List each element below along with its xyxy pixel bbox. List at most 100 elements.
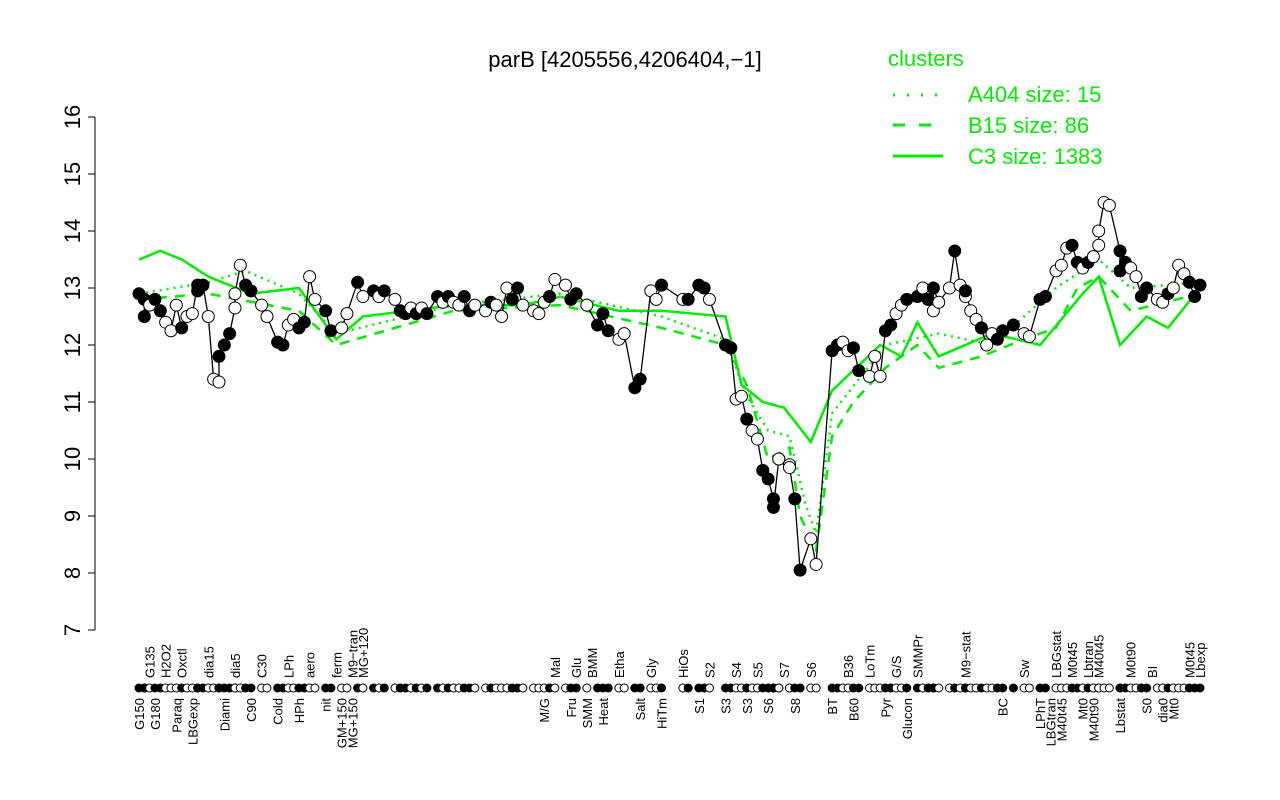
x-label-bottom: LBGtran [1044,698,1059,746]
data-point [681,292,695,306]
x-label-top: M0t45 [1182,642,1197,678]
data-point [1086,250,1100,264]
x-label-bottom: LBGexp [185,698,200,745]
data-point [809,557,823,571]
data-point [420,307,434,321]
data-point [532,307,546,321]
x-label-bottom: Salt [633,698,648,721]
legend-title: clusters [888,46,964,71]
data-point [196,278,210,292]
data-point [1182,275,1196,289]
x-label-bottom: BT [825,698,840,715]
rug-mark [603,683,613,693]
x-label-top: S4 [729,662,744,678]
data-point [505,292,519,306]
data-point [468,298,482,312]
rug-mark [998,683,1008,693]
y-tick-label: 10 [60,447,85,471]
data-point [233,258,247,272]
legend-entry-c3: C3 size: 1383 [968,144,1103,169]
data-point [276,338,290,352]
data-point [228,287,242,301]
data-point [804,532,818,546]
x-label-bottom: S6 [761,698,776,714]
data-point [495,310,509,323]
x-label-bottom: Pyr [878,697,893,717]
data-point [223,327,237,341]
rug-mark [342,683,352,693]
x-label-top: M0t90 [1124,642,1139,678]
series-line [138,201,1201,571]
legend-entry-b15: B15 size: 86 [968,113,1089,138]
x-label-top: S7 [777,662,792,678]
x-label-bottom: Heat [596,698,611,726]
data-point [633,372,647,386]
rug-mark [379,683,389,693]
legend: clusters A404 size: 15 B15 size: 86 C3 s… [888,46,1103,169]
x-label-bottom: S3 [740,698,755,714]
data-point [137,310,151,323]
data-point [868,349,882,363]
rug-mark [683,683,693,693]
x-label-bottom: S1 [692,698,707,714]
x-label-bottom: S0 [1140,698,1155,714]
x-label-top: SMMPr [910,634,925,678]
y-tick-label: 12 [60,333,85,357]
data-point [697,281,711,295]
data-point [340,307,354,321]
data-point [942,281,956,295]
data-point [782,461,796,475]
data-point [873,369,887,383]
x-label-top: G135 [143,646,158,678]
x-label-top: BI [1145,666,1160,678]
x-label-bottom: LPhT [1033,698,1048,729]
data-point [734,389,748,403]
data-point [457,290,471,304]
x-label-top: LPh [281,655,296,678]
rug-mark [262,683,272,693]
data-point [1006,318,1020,332]
data-point [649,292,663,306]
data-point [591,318,605,332]
data-point [766,500,780,514]
data-point [511,281,525,295]
y-tick-label: 8 [60,567,85,579]
data-point [388,292,402,306]
rug-mark [657,683,667,693]
data-point [228,301,242,315]
x-label-bottom: HPh [292,698,307,723]
data-point [559,278,573,292]
rug-mark [1104,683,1114,693]
rug-mark [619,683,629,693]
x-labels: G150 G180 Paraq LBGexp Diami C90 Cold HPh nit GM+… [132,628,1208,748]
data-point [164,324,178,338]
rug-mark [1195,683,1205,693]
x-label-top: BMM [585,648,600,678]
x-label-bottom: nit [319,698,334,712]
x-label-bottom: M40t90 [1086,698,1101,741]
data-point [185,307,199,321]
x-label-top: S5 [750,662,765,678]
rug-mark [934,683,944,693]
x-label-bottom: G180 [148,698,163,730]
rug-mark [902,683,912,693]
rug-mark [246,683,256,693]
x-label-top: LBGstat [1049,631,1064,678]
x-label-bottom: Paraq [169,698,184,733]
data-point [308,292,322,306]
x-label-top: Lbtran [1081,641,1096,678]
rug-mark [326,683,336,693]
data-point [1038,290,1052,304]
data-point [217,338,231,352]
x-label-top: Gly [644,658,659,678]
data-point [948,244,962,258]
rug-mark [582,683,592,693]
data-point [303,270,317,284]
data-point [702,292,716,306]
rug-mark [704,683,714,693]
data-point [1054,258,1068,272]
x-label-top: aero [303,652,318,678]
data-point [580,298,594,312]
x-label-bottom: SMM [580,698,595,728]
x-label-top: HiOs [676,649,691,678]
